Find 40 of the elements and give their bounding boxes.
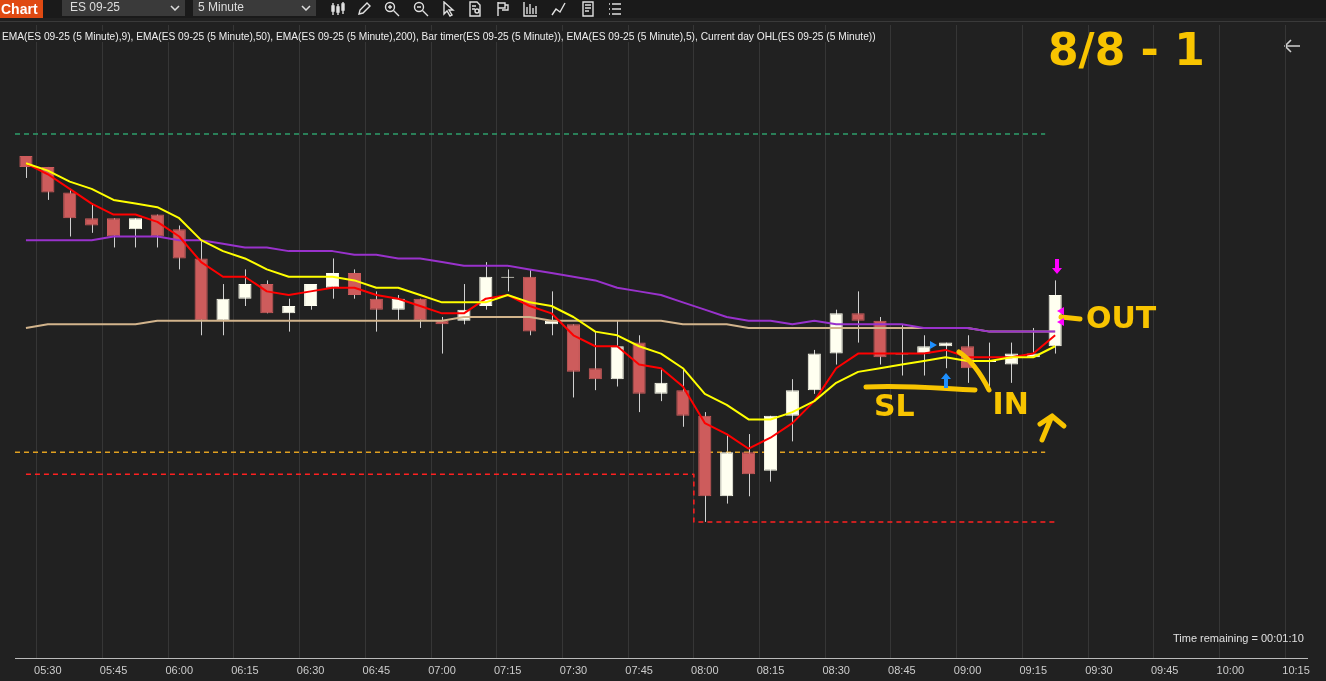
text: 5 Minute: [193, 0, 316, 16]
x-tick-label: 09:15: [1019, 663, 1048, 676]
text: Chart: [0, 0, 43, 18]
candlestick: [785, 378, 799, 442]
x-tick-label: 08:30: [822, 663, 850, 676]
x-tick-label: 06:30: [296, 663, 325, 676]
candlestick: [742, 433, 756, 497]
x-tick-label: 06:45: [362, 663, 391, 676]
x-tick-label: 05:45: [99, 663, 128, 676]
x-tick-label: 10:00: [1216, 663, 1245, 676]
text: ES 09-25: [62, 0, 185, 16]
x-tick-label: 07:30: [559, 663, 588, 676]
annotation: SL: [874, 388, 915, 423]
candlestick: [676, 367, 690, 428]
candlestick: [85, 203, 99, 234]
x-tick-label: 05:30: [34, 663, 62, 676]
candlestick: [63, 188, 77, 237]
candlestick: [654, 367, 668, 402]
candlestick: [369, 290, 383, 333]
candlestick: [851, 290, 865, 344]
x-tick-label: 09:30: [1085, 663, 1113, 676]
x-tick-label: 10:15: [1282, 663, 1310, 676]
x-tick-label: 06:00: [165, 663, 193, 676]
x-tick-label: 08:15: [756, 663, 785, 676]
candlestick: [588, 331, 602, 391]
chart-subtitle: EMA(ES 09-25 (5 Minute),9), EMA(ES 09-25 (5 Minute),50), EMA(ES 09-25 (5 Minute),200), Bar timer(ES 09-25 (5 Minute)), EMA(ES 09-25 (5 Minute),5), Current day OHL(ES 09-25 (5 Minute)): [2, 31, 876, 42]
candlestick: [282, 298, 296, 333]
x-tick-label: 06:15: [231, 663, 259, 676]
annotation: IN: [992, 386, 1029, 422]
text: 8/8 - 1: [1048, 24, 1205, 75]
annotation: OUT: [1086, 300, 1157, 335]
x-tick-label: 08:00: [691, 663, 719, 676]
candlestick: [216, 283, 230, 336]
x-tick-label: 09:00: [953, 663, 982, 676]
x-tick-label: 07:15: [493, 663, 522, 676]
text: Time remaining = 00:01:10: [1173, 632, 1304, 644]
x-tick-label: 07:00: [428, 663, 456, 676]
x-tick-label: 08:45: [888, 663, 916, 676]
x-tick-label: 07:45: [625, 663, 653, 676]
x-tick-label: 09:45: [1150, 663, 1179, 676]
